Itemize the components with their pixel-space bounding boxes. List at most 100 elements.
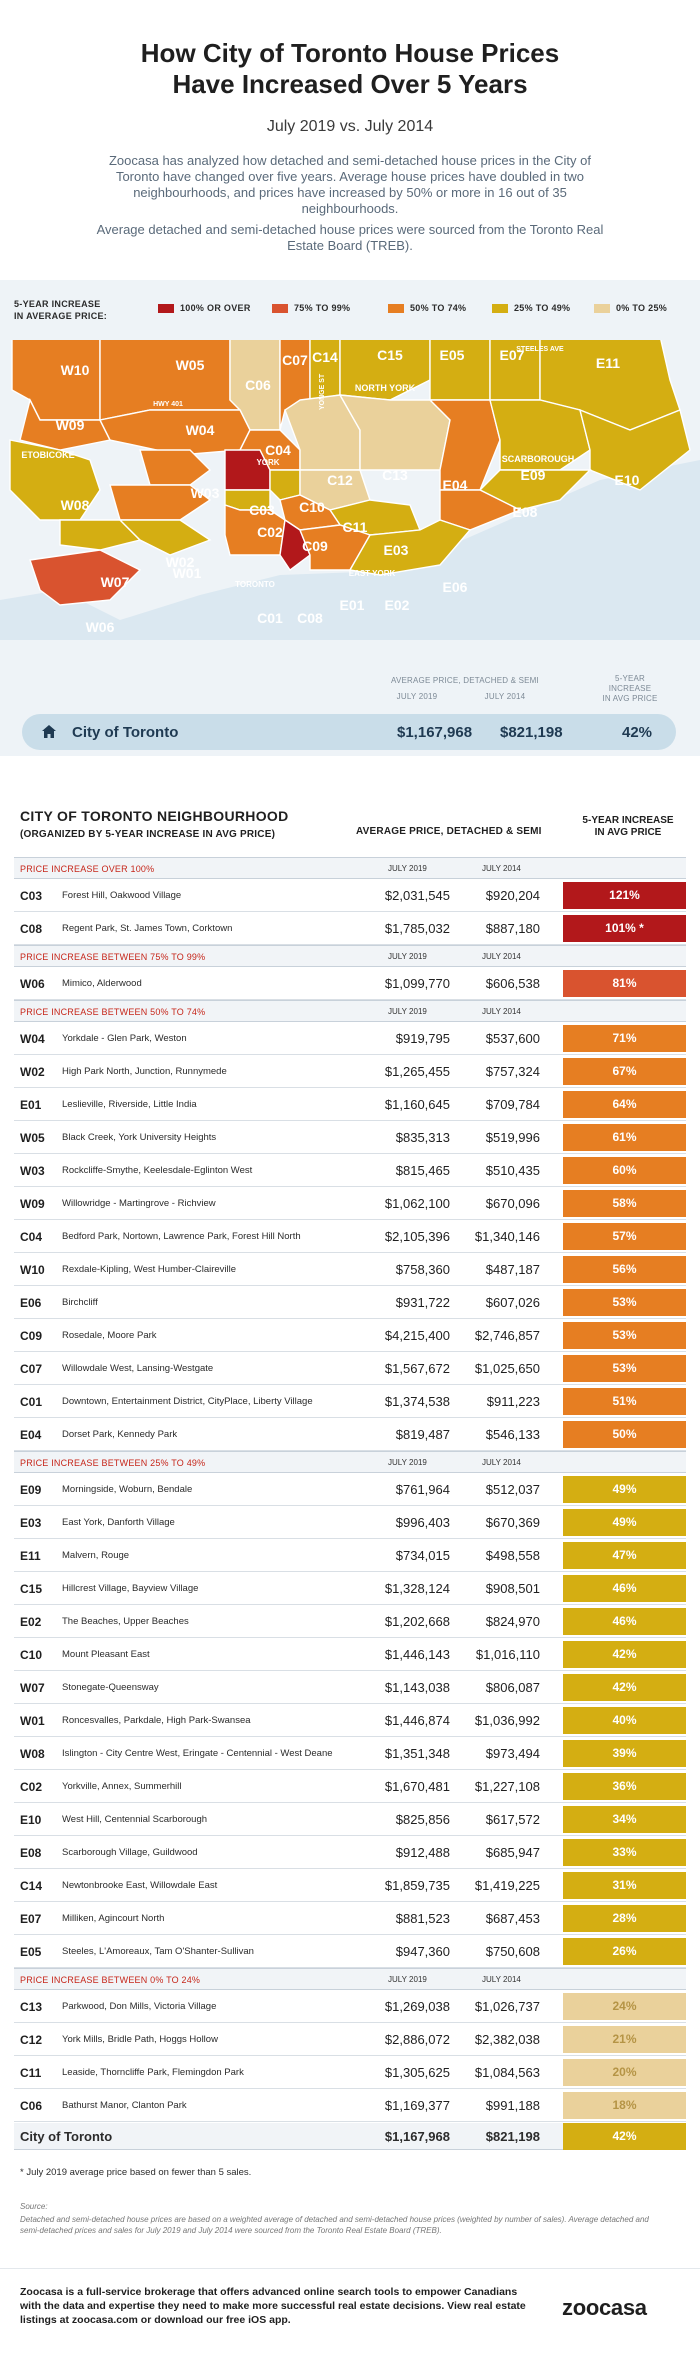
map-code-c07: C07 <box>282 352 308 368</box>
map-region-w10 <box>11 340 101 421</box>
table-row: C03 Forest Hill, Oakwood Village $2,031,54… <box>14 879 686 912</box>
map-code-c03: C03 <box>249 502 275 518</box>
header: How City of Toronto House Prices Have In… <box>0 0 700 280</box>
row-code: E03 <box>20 1516 42 1530</box>
map-code-e11: E11 <box>596 355 620 371</box>
row-code: W04 <box>20 1032 45 1046</box>
row-price-2019: $1,446,143 <box>384 1647 450 1662</box>
row-code: E10 <box>20 1813 42 1827</box>
row-increase: 50% <box>563 1421 686 1448</box>
group-header: PRICE INCREASE BETWEEN 25% TO 49% JULY 20… <box>14 1451 686 1473</box>
map-label-east-york: EAST YORK <box>349 569 396 578</box>
total-price-2019: $1,167,968 <box>384 2129 450 2144</box>
row-increase: 42% <box>563 1641 686 1668</box>
legend-item: 100% OR OVER <box>158 303 251 313</box>
row-price-2019: $919,795 <box>395 1031 450 1046</box>
map-label-yonge: YONGE ST <box>319 373 326 410</box>
row-increase: 57% <box>563 1223 686 1250</box>
row-price-2019: $947,360 <box>395 1944 450 1959</box>
home-icon <box>42 725 56 738</box>
legend-label: 0% TO 25% <box>616 303 668 313</box>
row-price-2019: $1,062,100 <box>384 1196 450 1211</box>
row-increase: 20% <box>563 2059 686 2086</box>
map-region-w04 <box>98 409 251 456</box>
row-price-2019: $2,886,072 <box>384 2032 450 2047</box>
map-avg-header: AVERAGE PRICE, DETACHED & SEMI <box>391 676 539 685</box>
row-price-2019: $996,403 <box>395 1515 450 1530</box>
legend-title-line-2: IN AVERAGE PRICE: <box>14 311 108 321</box>
row-increase: 71% <box>563 1025 686 1052</box>
table-row: E08 Scarborough Village, Guildwood $912,48… <box>14 1836 686 1869</box>
row-neighbourhood: Malvern, Rouge <box>62 1550 130 1561</box>
row-price-2019: $1,785,032 <box>384 921 450 936</box>
map-code-e09: E09 <box>521 467 546 483</box>
table-row: E09 Morningside, Woburn, Bendale $761,964 $… <box>14 1473 686 1506</box>
legend-swatch <box>492 303 508 313</box>
table-row: E10 West Hill, Centennial Scarborough $825… <box>14 1803 686 1836</box>
row-neighbourhood: Willowridge - Martingrove - Richview <box>62 1198 216 1209</box>
table-inc-header-1: 5-YEAR INCREASE <box>582 815 674 826</box>
row-neighbourhood: Downtown, Entertainment District, CityPl… <box>62 1396 313 1407</box>
city-increase: 42% <box>622 724 653 741</box>
row-increase: 47% <box>563 1542 686 1569</box>
row-increase: 21% <box>563 2026 686 2053</box>
row-neighbourhood: Stonegate-Queensway <box>62 1682 159 1693</box>
map-code-c12: C12 <box>327 472 353 488</box>
row-increase: 26% <box>563 1938 686 1965</box>
row-neighbourhood: Mount Pleasant East <box>62 1649 150 1660</box>
table-row: C01 Downtown, Entertainment District, Cit… <box>14 1385 686 1418</box>
table-row: C15 Hillcrest Village, Bayview Village $1,… <box>14 1572 686 1605</box>
row-price-2019: $1,670,481 <box>384 1779 450 1794</box>
row-price-2019: $931,722 <box>395 1295 450 1310</box>
intro-text: Zoocasa has analyzed how detached and se… <box>108 153 591 216</box>
table-total-row: City of Toronto $1,167,968 $821,198 42% <box>14 2123 686 2150</box>
group-label: PRICE INCREASE OVER 100% <box>20 864 155 874</box>
row-increase: 46% <box>563 1575 686 1602</box>
row-code: W06 <box>20 977 45 991</box>
map-region-w05 <box>99 340 242 421</box>
group-col-2014: JULY 2014 <box>482 1975 521 1984</box>
row-price-2019: $2,105,396 <box>384 1229 450 1244</box>
table-inc-header: 5-YEAR INCREASE IN AVG PRICE <box>572 815 684 839</box>
map-label-steeles: STEELES AVE <box>516 346 564 353</box>
row-neighbourhood: Parkwood, Don Mills, Victoria Village <box>62 2001 217 2012</box>
row-code: W07 <box>20 1681 45 1695</box>
map-region-e10 <box>578 408 691 491</box>
map-code-c13: C13 <box>382 467 408 483</box>
table-row: E04 Dorset Park, Kennedy Park $819,487 $546… <box>14 1418 686 1451</box>
total-name: City of Toronto <box>20 2129 113 2144</box>
group-col-2019: JULY 2019 <box>388 1007 427 1016</box>
map-region-e02 <box>348 519 472 576</box>
table-row: C09 Rosedale, Moore Park $4,215,400 $2,746,… <box>14 1319 686 1352</box>
row-price-2014: $2,746,857 <box>474 1328 540 1343</box>
row-code: E02 <box>20 1615 42 1629</box>
row-code: C07 <box>20 1362 43 1376</box>
map-col-2019: JULY 2019 <box>396 692 438 701</box>
group-col-2014: JULY 2014 <box>482 864 521 873</box>
source-label: Source: <box>20 2202 48 2211</box>
row-price-2019: $1,328,124 <box>384 1581 450 1596</box>
row-code: E08 <box>20 1846 42 1860</box>
legend-item: 75% TO 99% <box>272 303 350 313</box>
row-neighbourhood: Hillcrest Village, Bayview Village <box>62 1583 199 1594</box>
row-code: C01 <box>20 1395 43 1409</box>
legend-title: 5-YEAR INCREASE IN AVERAGE PRICE: <box>14 298 107 322</box>
row-code: W09 <box>20 1197 45 1211</box>
map-inc-header-1: 5-YEAR <box>614 674 646 683</box>
map-inc-header: 5-YEAR INCREASE IN AVG PRICE <box>600 674 660 704</box>
map-region-c03 <box>224 449 271 491</box>
city-name: City of Toronto <box>72 724 179 741</box>
map-code-e05: E05 <box>440 347 465 363</box>
map-code-e07: E07 <box>500 347 525 363</box>
map-code-w09: W09 <box>56 417 85 433</box>
row-price-2014: $498,558 <box>485 1548 540 1563</box>
row-price-2014: $510,435 <box>485 1163 540 1178</box>
group-col-2014: JULY 2014 <box>482 1007 521 1016</box>
row-price-2019: $825,856 <box>395 1812 450 1827</box>
row-increase: 64% <box>563 1091 686 1118</box>
row-code: C15 <box>20 1582 43 1596</box>
legend-item: 0% TO 25% <box>594 303 667 313</box>
group-col-2019: JULY 2019 <box>388 1458 427 1467</box>
row-increase: 53% <box>563 1322 686 1349</box>
